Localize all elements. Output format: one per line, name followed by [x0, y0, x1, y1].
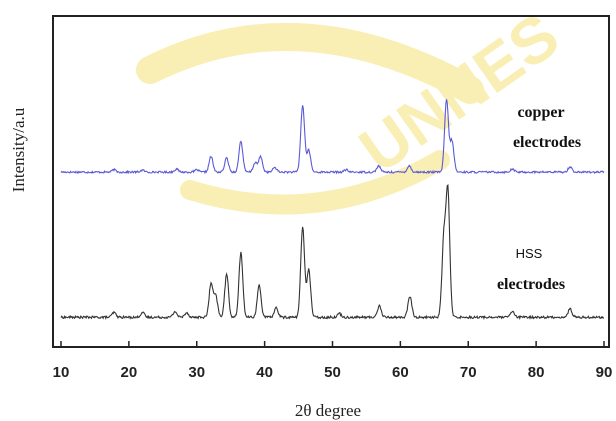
y-axis-label: Intensity/a.u — [9, 107, 28, 192]
series-label-upper-2: electrodes — [513, 134, 581, 151]
x-tick-label: 10 — [53, 364, 70, 381]
series-label-lower-2: electrodes — [497, 276, 565, 293]
x-tick-label: 20 — [121, 364, 138, 381]
watermark: UNNES — [136, 0, 572, 215]
plot-frame — [52, 15, 610, 348]
x-tick-label: 60 — [392, 364, 409, 381]
series-label-lower-1: HSS — [516, 246, 543, 261]
x-tick-label: 40 — [256, 364, 273, 381]
series-label-upper-1: copper — [517, 104, 564, 121]
x-axis: 10 20 30 40 50 60 70 80 90 — [53, 341, 613, 381]
watermark-text: UNNES — [347, 0, 572, 186]
watermark-arc-lower — [180, 150, 450, 215]
x-axis-label: 2θ degree — [295, 401, 361, 420]
x-tick-label: 80 — [528, 364, 545, 381]
x-tick-label: 30 — [188, 364, 205, 381]
series-group — [60, 99, 605, 321]
x-tick-label: 70 — [460, 364, 477, 381]
x-tick-label: 90 — [596, 364, 613, 381]
series-line-upper — [60, 99, 605, 175]
series-line-lower — [60, 183, 605, 321]
x-tick-label: 50 — [324, 364, 341, 381]
watermark-arc — [136, 22, 484, 104]
series-labels: copper electrodes HSS electrodes — [497, 104, 581, 293]
